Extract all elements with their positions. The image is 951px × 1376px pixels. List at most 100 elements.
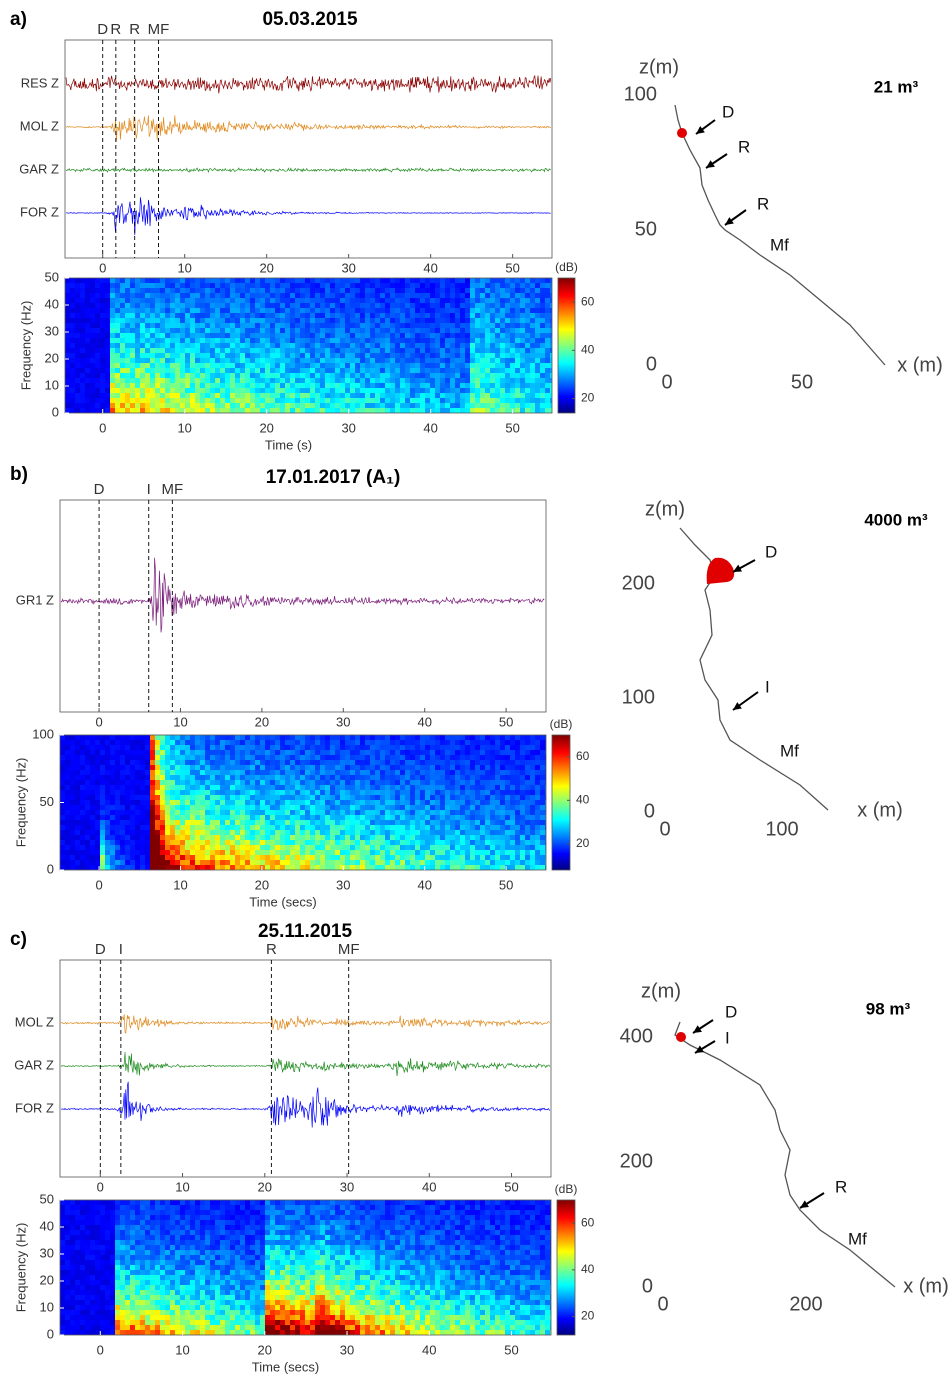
spectrogram-cell	[155, 333, 160, 338]
spectrogram-cell	[60, 790, 65, 795]
spectrogram-cell	[445, 318, 450, 323]
spectrogram-cell	[120, 815, 125, 820]
spectrogram-cell	[195, 323, 200, 328]
spectrogram-cell	[235, 388, 240, 393]
spectrogram-cell	[330, 780, 335, 785]
spectrogram-cell	[235, 750, 240, 755]
spectrogram-cell	[425, 408, 430, 413]
spectrogram-cell	[160, 348, 165, 353]
spectrogram-cell	[515, 328, 520, 333]
spectrogram-cell	[430, 348, 435, 353]
spectrogram-cell	[255, 760, 260, 765]
spectrogram-cell	[205, 368, 210, 373]
spectrogram-cell	[285, 323, 290, 328]
spectrogram-cell	[245, 303, 250, 308]
spectrogram-cell	[220, 845, 225, 850]
spectrogram-cell	[70, 805, 75, 810]
spectrogram-cell	[130, 845, 135, 850]
spectrogram-cell	[215, 825, 220, 830]
spectrogram-cell	[100, 815, 105, 820]
spectrogram-cell	[200, 790, 205, 795]
spectrogram-cell	[480, 373, 485, 378]
spectrogram-cell	[525, 343, 530, 348]
spectrogram-cell	[80, 383, 85, 388]
spectrogram-cell	[90, 860, 95, 865]
spectrogram-cell	[130, 830, 135, 835]
spectrogram-cell	[185, 283, 190, 288]
spectrogram-cell	[215, 840, 220, 845]
spectrogram-cell	[335, 388, 340, 393]
spectrogram-cell	[185, 860, 190, 865]
spectrogram-cell	[425, 740, 430, 745]
spectrogram-cell	[250, 368, 255, 373]
spectrogram-cell	[430, 393, 435, 398]
spectrogram-cell	[290, 373, 295, 378]
spectrogram-cell	[335, 800, 340, 805]
spectrogram-cell	[385, 770, 390, 775]
spectrogram-cell	[255, 735, 260, 740]
spectrogram-cell	[125, 835, 130, 840]
spectrogram-cell	[520, 378, 525, 383]
spectrogram-cell	[365, 835, 370, 840]
spectrogram-cell	[100, 283, 105, 288]
spectrogram-cell	[455, 318, 460, 323]
spectrogram-cell	[110, 740, 115, 745]
spectrogram-cell	[295, 358, 300, 363]
spectrogram-cell	[335, 765, 340, 770]
spectrogram-cell	[75, 368, 80, 373]
spectrogram-cell	[275, 348, 280, 353]
spectrogram-cell	[300, 845, 305, 850]
spectrogram-cell	[185, 408, 190, 413]
spectrogram-cell	[335, 288, 340, 293]
spectrogram-cell	[500, 278, 505, 283]
spectrogram-cell	[95, 785, 100, 790]
spectrogram-cell	[110, 363, 115, 368]
spectrogram-cell	[230, 343, 235, 348]
spectrogram-cell	[155, 328, 160, 333]
spectrogram-cell	[290, 328, 295, 333]
spectrogram-cell	[60, 805, 65, 810]
seismic-trace	[65, 74, 552, 94]
spectrogram-cell	[185, 755, 190, 760]
spectrogram-cell	[165, 288, 170, 293]
spectrogram-cell	[160, 343, 165, 348]
spectrogram-cell	[390, 348, 395, 353]
spectrogram-cell	[435, 855, 440, 860]
spectrogram-cell	[320, 735, 325, 740]
spectrogram-cell	[215, 373, 220, 378]
spectrogram-cell	[365, 323, 370, 328]
spectrogram-cell	[275, 795, 280, 800]
spectrogram-cell	[360, 278, 365, 283]
spectrogram-cell	[150, 363, 155, 368]
spectrogram-cell	[280, 755, 285, 760]
spectrogram-cell	[185, 855, 190, 860]
spectrogram-cell	[500, 323, 505, 328]
spectrogram-cell	[335, 755, 340, 760]
spectrogram-cell	[305, 388, 310, 393]
spectrogram-cell	[435, 348, 440, 353]
spectrogram-cell	[310, 770, 315, 775]
spectrogram-cell	[340, 318, 345, 323]
spectrogram-cell	[70, 303, 75, 308]
spectrogram-cell	[535, 388, 540, 393]
spectrogram-cell	[380, 388, 385, 393]
spectrogram-cell	[180, 338, 185, 343]
spectrogram-cell	[440, 323, 445, 328]
spectrogram-cell	[135, 770, 140, 775]
spectrogram-cell	[215, 318, 220, 323]
spectrogram-cell	[460, 348, 465, 353]
spectrogram-cell	[160, 278, 165, 283]
spectrogram-cell	[500, 348, 505, 353]
spectrogram-cell	[545, 393, 550, 398]
spectrogram-cell	[270, 745, 275, 750]
spectrogram-cell	[205, 298, 210, 303]
spectrogram-cell	[450, 740, 455, 745]
spectrogram-cell	[100, 368, 105, 373]
spectrogram-cell	[90, 318, 95, 323]
spectrogram-cell	[265, 358, 270, 363]
spectrogram-cell	[445, 820, 450, 825]
spectrogram-cell	[285, 800, 290, 805]
spectrogram-cell	[290, 825, 295, 830]
spectrogram-cell	[265, 745, 270, 750]
spectrogram-cell	[315, 278, 320, 283]
